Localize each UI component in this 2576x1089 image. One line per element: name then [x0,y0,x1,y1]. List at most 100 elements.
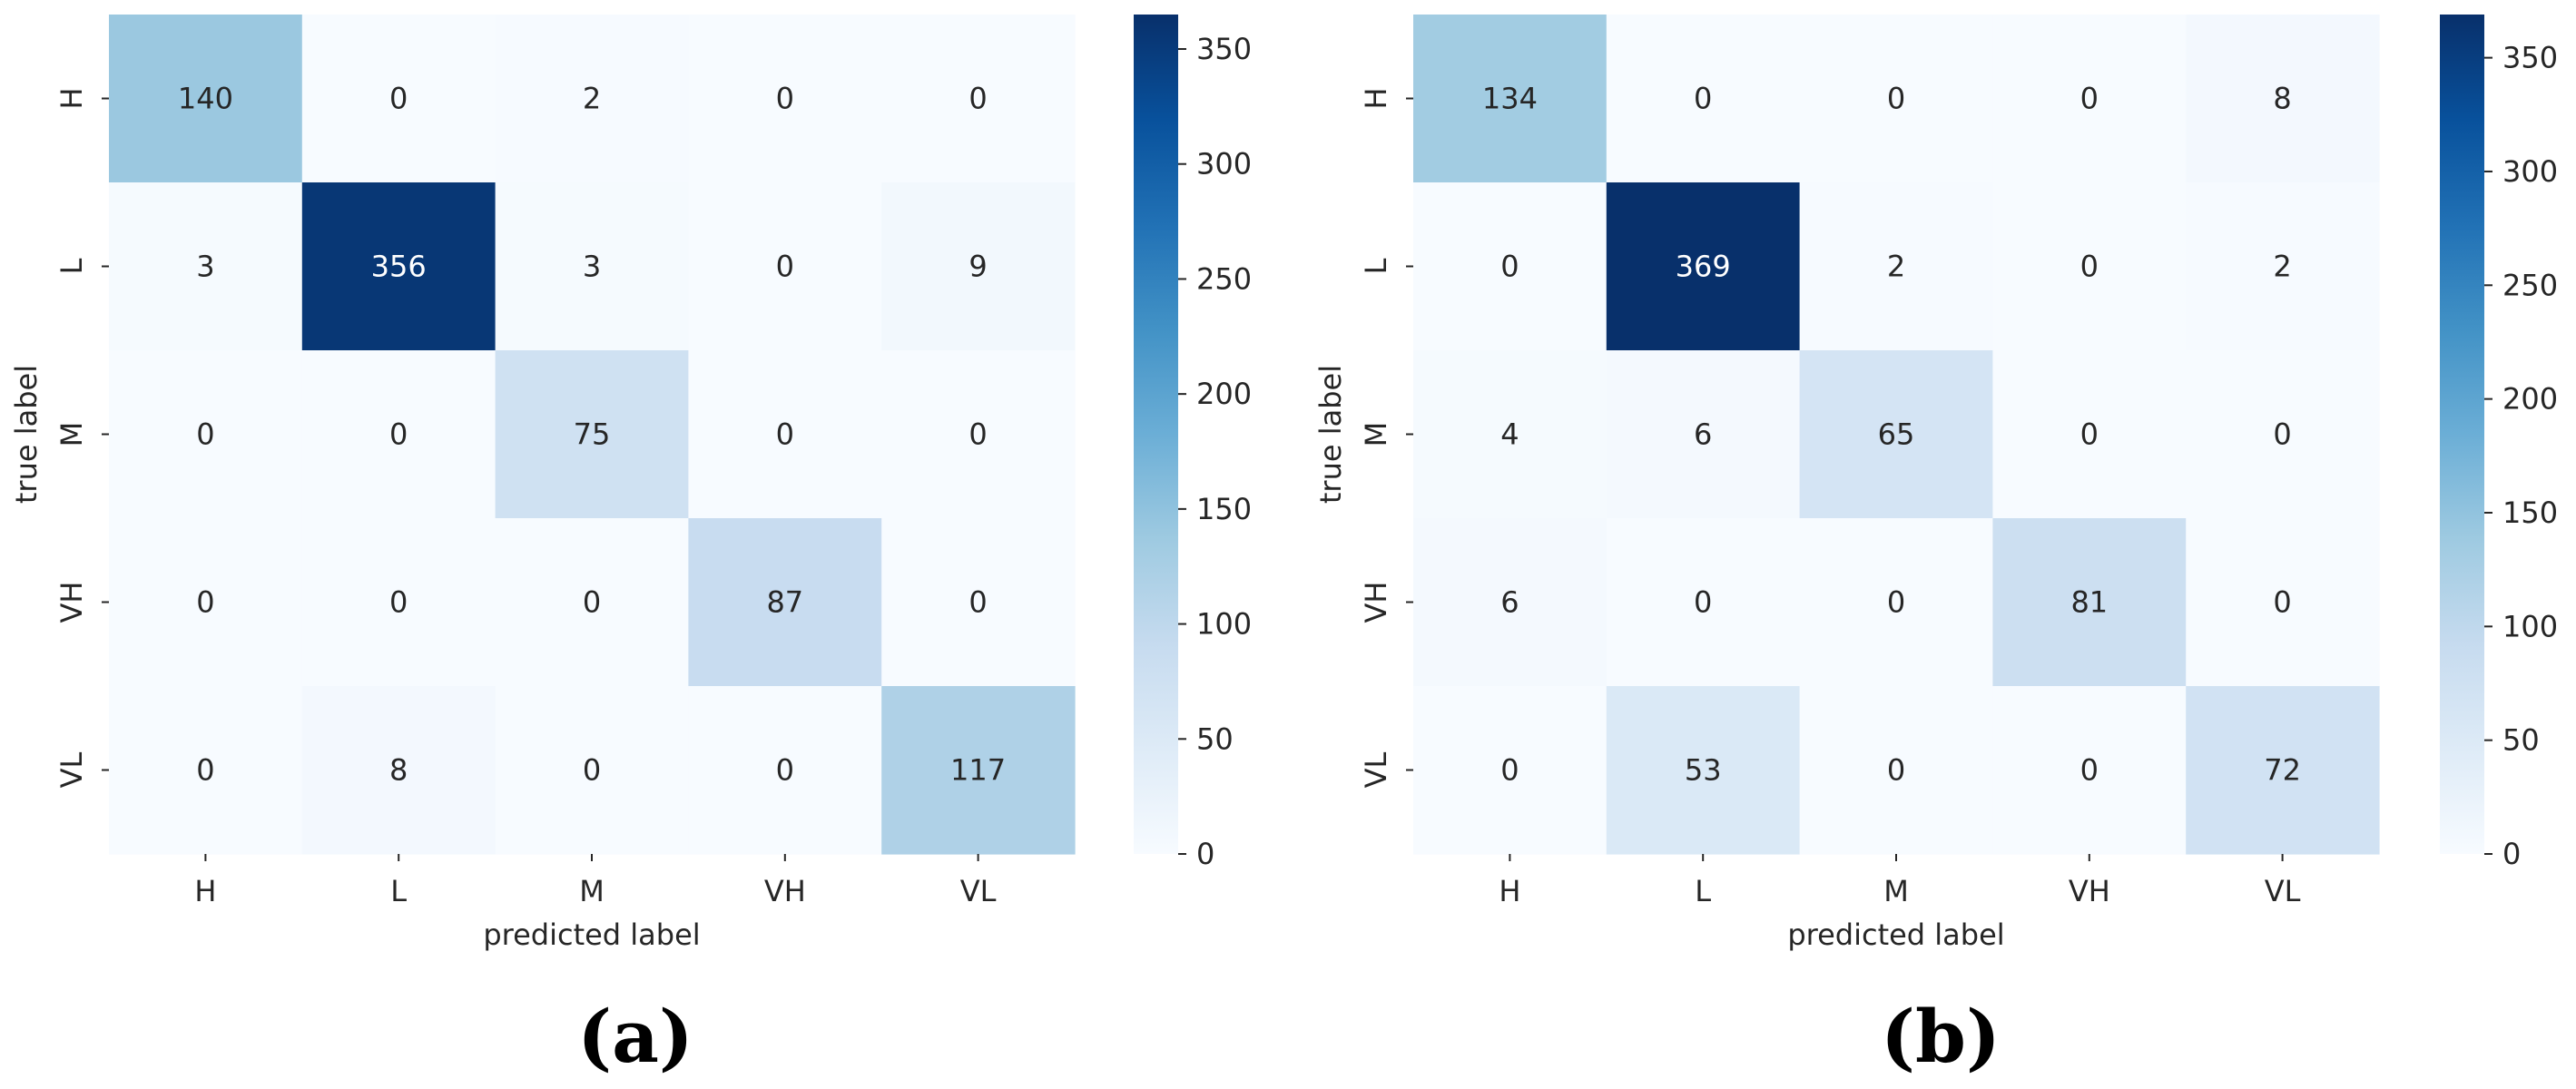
cell-value-label: 0 [968,82,987,116]
colorbar-tick-label: 150 [1196,492,1252,526]
cell-value-label: 65 [1878,417,1915,452]
heatmap-cell-M-M [1799,350,1993,519]
cell-value-label: 0 [776,417,794,452]
heatmap-cell-VL-M [1799,686,1993,855]
cell-value-label: 0 [389,585,408,620]
confusion-matrix-panel-b: 134 0 0 0 8 0 369 2 0 2 4 6 65 0 0 6 0 0 81 0 0 53 0 0 72 H L M VH VL… [1313,15,2558,1079]
cell-value-label: 0 [196,753,214,788]
heatmap-cell-VH-M [495,518,689,687]
heatmap-cell-VL-VH [1992,686,2187,855]
heatmap-cell-M-H [1413,350,1608,519]
y-tick-label: H [54,87,89,109]
x-axis-label: predicted label [483,917,700,952]
heatmap-cell-L-VH [1992,182,2187,351]
heatmap-cell-H-H [1413,15,1608,183]
cell-value-label: 0 [1500,753,1519,788]
heatmap-cell-M-VL [881,350,1076,519]
heatmap-cell-H-M [495,15,689,183]
cell-value-label: 0 [2080,250,2099,284]
cell-value-label: 0 [1887,753,1905,788]
cell-value-label: 72 [2264,753,2301,788]
x-tick-label: VH [2069,874,2110,908]
y-axis-label: true label [1313,365,1348,504]
heatmap-cell-L-VL [881,182,1076,351]
colorbar-tick-label: 0 [2502,837,2521,871]
heatmap-cell-VH-VL [2186,518,2380,687]
heatmap-cell-M-VL [2186,350,2380,519]
heatmap-cell-VL-H [1413,686,1608,855]
colorbar-tick-label: 250 [2502,268,2558,302]
heatmap-cell-M-M [495,350,689,519]
cell-value-label: 8 [2273,82,2291,116]
heatmap-cell-L-L [301,182,497,351]
heatmap-cell-VH-VL [881,518,1076,687]
heatmap-cell-L-M [495,182,689,351]
x-tick-label: VL [2265,874,2301,908]
heatmap-cell-VL-M [495,686,689,855]
colorbar-tick-label: 200 [2502,382,2558,417]
y-tick-label: L [1359,258,1393,274]
heatmap-cell-VL-L [301,686,497,855]
colorbar [1134,15,1178,854]
cell-value-label: 0 [968,417,987,452]
x-tick-label: L [390,874,407,908]
cell-value-label: 87 [766,585,803,620]
y-tick-label: VH [1359,582,1393,623]
cell-value-label: 6 [1694,417,1712,452]
heatmap-cell-M-H [109,350,303,519]
cell-value-label: 0 [2080,417,2099,452]
colorbar-tick-label: 0 [1196,837,1214,871]
colorbar-tick-label: 300 [1196,147,1252,182]
heatmap-cell-H-VH [688,15,882,183]
cell-value-label: 0 [196,585,214,620]
cell-value-label: 3 [196,250,214,284]
cell-value-label: 140 [178,82,233,116]
panel-caption: (a) [577,994,693,1079]
cell-value-label: 2 [1887,250,1905,284]
x-tick-label: L [1695,874,1711,908]
cell-value-label: 0 [2080,82,2099,116]
x-axis-label: predicted label [1787,917,2004,952]
cell-value-label: 117 [950,753,1006,788]
cell-value-label: 0 [1500,250,1519,284]
cell-value-label: 0 [776,250,794,284]
cell-value-label: 0 [389,417,408,452]
colorbar-tick-label: 100 [2502,609,2558,643]
y-tick-label: VL [1359,751,1393,788]
y-tick-label: M [1359,422,1393,447]
colorbar-tick-label: 100 [1196,607,1252,642]
heatmap-cell-L-M [1799,182,1993,351]
cell-value-label: 81 [2070,585,2108,620]
heatmap-cell-H-VL [881,15,1076,183]
cell-value-label: 134 [1482,82,1538,116]
heatmap-cell-VH-M [1799,518,1993,687]
heatmap-cell-M-VH [688,350,882,519]
cell-value-label: 53 [1685,753,1722,788]
cell-value-label: 0 [583,585,601,620]
y-tick-label: L [54,258,89,274]
heatmap-cell-M-L [301,350,497,519]
cell-value-label: 8 [389,753,408,788]
x-tick-label: H [1499,874,1520,908]
heatmap-cell-VH-H [109,518,303,687]
heatmap-cell-H-M [1799,15,1993,183]
cell-value-label: 0 [1694,585,1712,620]
cell-value-label: 0 [2273,585,2291,620]
colorbar-tick-label: 200 [1196,377,1252,411]
panel-caption: (b) [1881,994,2001,1079]
cell-value-label: 0 [583,753,601,788]
cell-value-label: 356 [371,250,427,284]
heatmap-cell-L-VH [688,182,882,351]
cell-value-label: 369 [1676,250,1731,284]
heatmap-cell-L-L [1606,182,1801,351]
cell-value-label: 0 [2080,753,2099,788]
heatmap-cell-M-VH [1992,350,2187,519]
x-tick-label: M [1883,874,1909,908]
cell-value-label: 0 [1887,585,1905,620]
heatmap-cell-VH-VH [1992,518,2187,687]
heatmap-cell-H-VL [2186,15,2380,183]
cell-value-label: 0 [389,82,408,116]
heatmap-cell-M-L [1606,350,1801,519]
cell-value-label: 0 [2273,417,2291,452]
cell-value-label: 0 [776,753,794,788]
